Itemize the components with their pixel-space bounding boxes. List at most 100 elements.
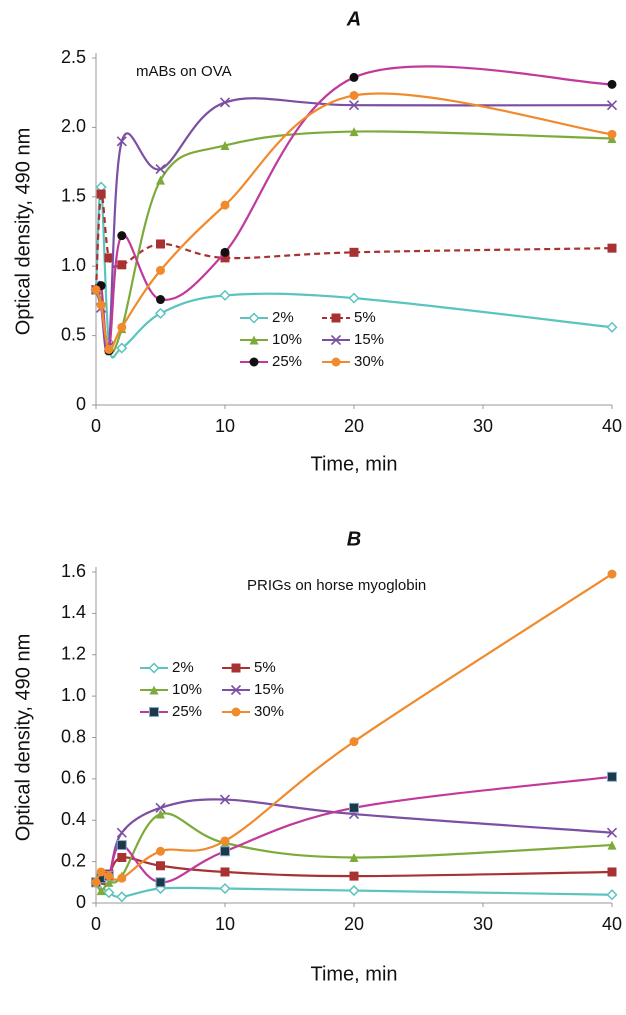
- marker: [156, 846, 165, 856]
- legend-marker: [149, 685, 159, 695]
- marker: [220, 253, 230, 263]
- marker: [349, 247, 359, 257]
- legend-marker: [148, 662, 160, 674]
- y-tick-label: 1.6: [61, 561, 86, 581]
- marker: [349, 802, 359, 813]
- chart-panel: B 0 0.2 0.4 0.6 0.8 1.0 1.2 1.4 1.6 0 10 20 30 40 Time,…: [12, 528, 622, 985]
- marker: [219, 794, 231, 805]
- marker: [116, 827, 127, 838]
- marker: [348, 292, 360, 304]
- marker: [155, 802, 166, 813]
- marker: [91, 285, 101, 295]
- y-tick-label: 0.4: [61, 809, 86, 829]
- y-tick-label: 0.5: [61, 324, 86, 344]
- marker: [116, 342, 128, 354]
- marker: [607, 243, 617, 253]
- legend-label: 5%: [354, 309, 376, 326]
- marker: [220, 846, 230, 857]
- marker: [156, 175, 165, 185]
- marker: [96, 886, 106, 896]
- marker: [116, 840, 127, 851]
- marker: [348, 100, 360, 111]
- marker: [104, 871, 114, 881]
- x-tick-label: 20: [344, 914, 364, 934]
- marker: [348, 885, 360, 897]
- marker: [220, 200, 230, 210]
- marker: [349, 90, 359, 100]
- marker: [349, 127, 359, 137]
- series-line: [95, 812, 613, 892]
- y-tick-label: 1.2: [61, 644, 86, 664]
- marker: [117, 322, 127, 332]
- x-tick-label: 0: [91, 416, 101, 436]
- x-tick-label: 10: [215, 416, 235, 436]
- marker: [117, 852, 127, 862]
- marker: [349, 737, 359, 747]
- x-tick-label: 30: [473, 416, 493, 436]
- marker: [607, 79, 617, 89]
- marker: [155, 163, 166, 175]
- y-axis-label: Optical density, 490 nm: [12, 128, 34, 336]
- y-tick-label: 2.0: [61, 116, 86, 136]
- marker: [606, 827, 618, 838]
- marker: [220, 867, 230, 877]
- x-tick-label: 10: [215, 914, 235, 934]
- series-line: [94, 192, 613, 290]
- y-tick-label: 0.2: [61, 850, 86, 870]
- legend-marker: [231, 707, 241, 717]
- y-axis-label: Optical density, 490 nm: [12, 634, 34, 842]
- marker: [219, 289, 231, 301]
- marker: [606, 889, 618, 901]
- chart-panel: A 0 0.5 1.0 1.5 2.0 2.5 0 10 20 30 40 Time, min Optic…: [12, 8, 622, 475]
- marker: [96, 300, 106, 310]
- legend-label: 10%: [172, 681, 202, 698]
- y-tick-label: 1.0: [61, 255, 86, 275]
- chart-title: B: [347, 528, 361, 550]
- y-tick-label: 1.5: [61, 186, 86, 206]
- annotation: PRIGs on horse myoglobin: [247, 577, 426, 594]
- legend-marker: [248, 312, 260, 324]
- marker: [117, 873, 127, 883]
- chart-title: A: [346, 8, 361, 30]
- marker: [349, 852, 359, 862]
- y-tick-label: 0: [76, 394, 86, 414]
- marker: [104, 253, 114, 263]
- legend-label: 2%: [172, 659, 194, 676]
- legend-marker: [149, 707, 159, 717]
- x-axis-label: Time, min: [310, 963, 397, 985]
- legend-label: 5%: [254, 659, 276, 676]
- marker: [219, 97, 231, 108]
- marker: [607, 867, 617, 877]
- x-tick-label: 0: [91, 914, 101, 934]
- legend-marker: [331, 357, 341, 367]
- marker: [607, 840, 617, 850]
- y-tick-label: 0.6: [61, 768, 86, 788]
- legend-label: 15%: [254, 681, 284, 698]
- marker: [117, 260, 127, 270]
- legend-label: 30%: [254, 703, 284, 720]
- marker: [607, 771, 617, 782]
- series-line: [94, 92, 613, 352]
- legend-label: 15%: [354, 331, 384, 348]
- legend-label: 10%: [272, 331, 302, 348]
- y-tick-label: 0: [76, 892, 86, 912]
- marker: [155, 877, 166, 888]
- y-tick-label: 1.0: [61, 685, 86, 705]
- y-tick-label: 1.4: [61, 602, 86, 622]
- marker: [219, 882, 231, 895]
- marker: [606, 321, 618, 333]
- legend-marker: [330, 334, 342, 346]
- marker: [96, 189, 106, 199]
- marker: [220, 836, 230, 846]
- marker: [116, 136, 127, 147]
- legend-marker: [249, 335, 259, 345]
- marker: [154, 307, 167, 319]
- x-tick-label: 40: [602, 416, 622, 436]
- marker: [104, 877, 114, 887]
- legend-label: 30%: [354, 353, 384, 370]
- marker: [156, 809, 165, 819]
- marker: [103, 887, 115, 899]
- marker: [104, 344, 114, 354]
- legend-label: 2%: [272, 309, 294, 326]
- legend-marker: [249, 357, 259, 367]
